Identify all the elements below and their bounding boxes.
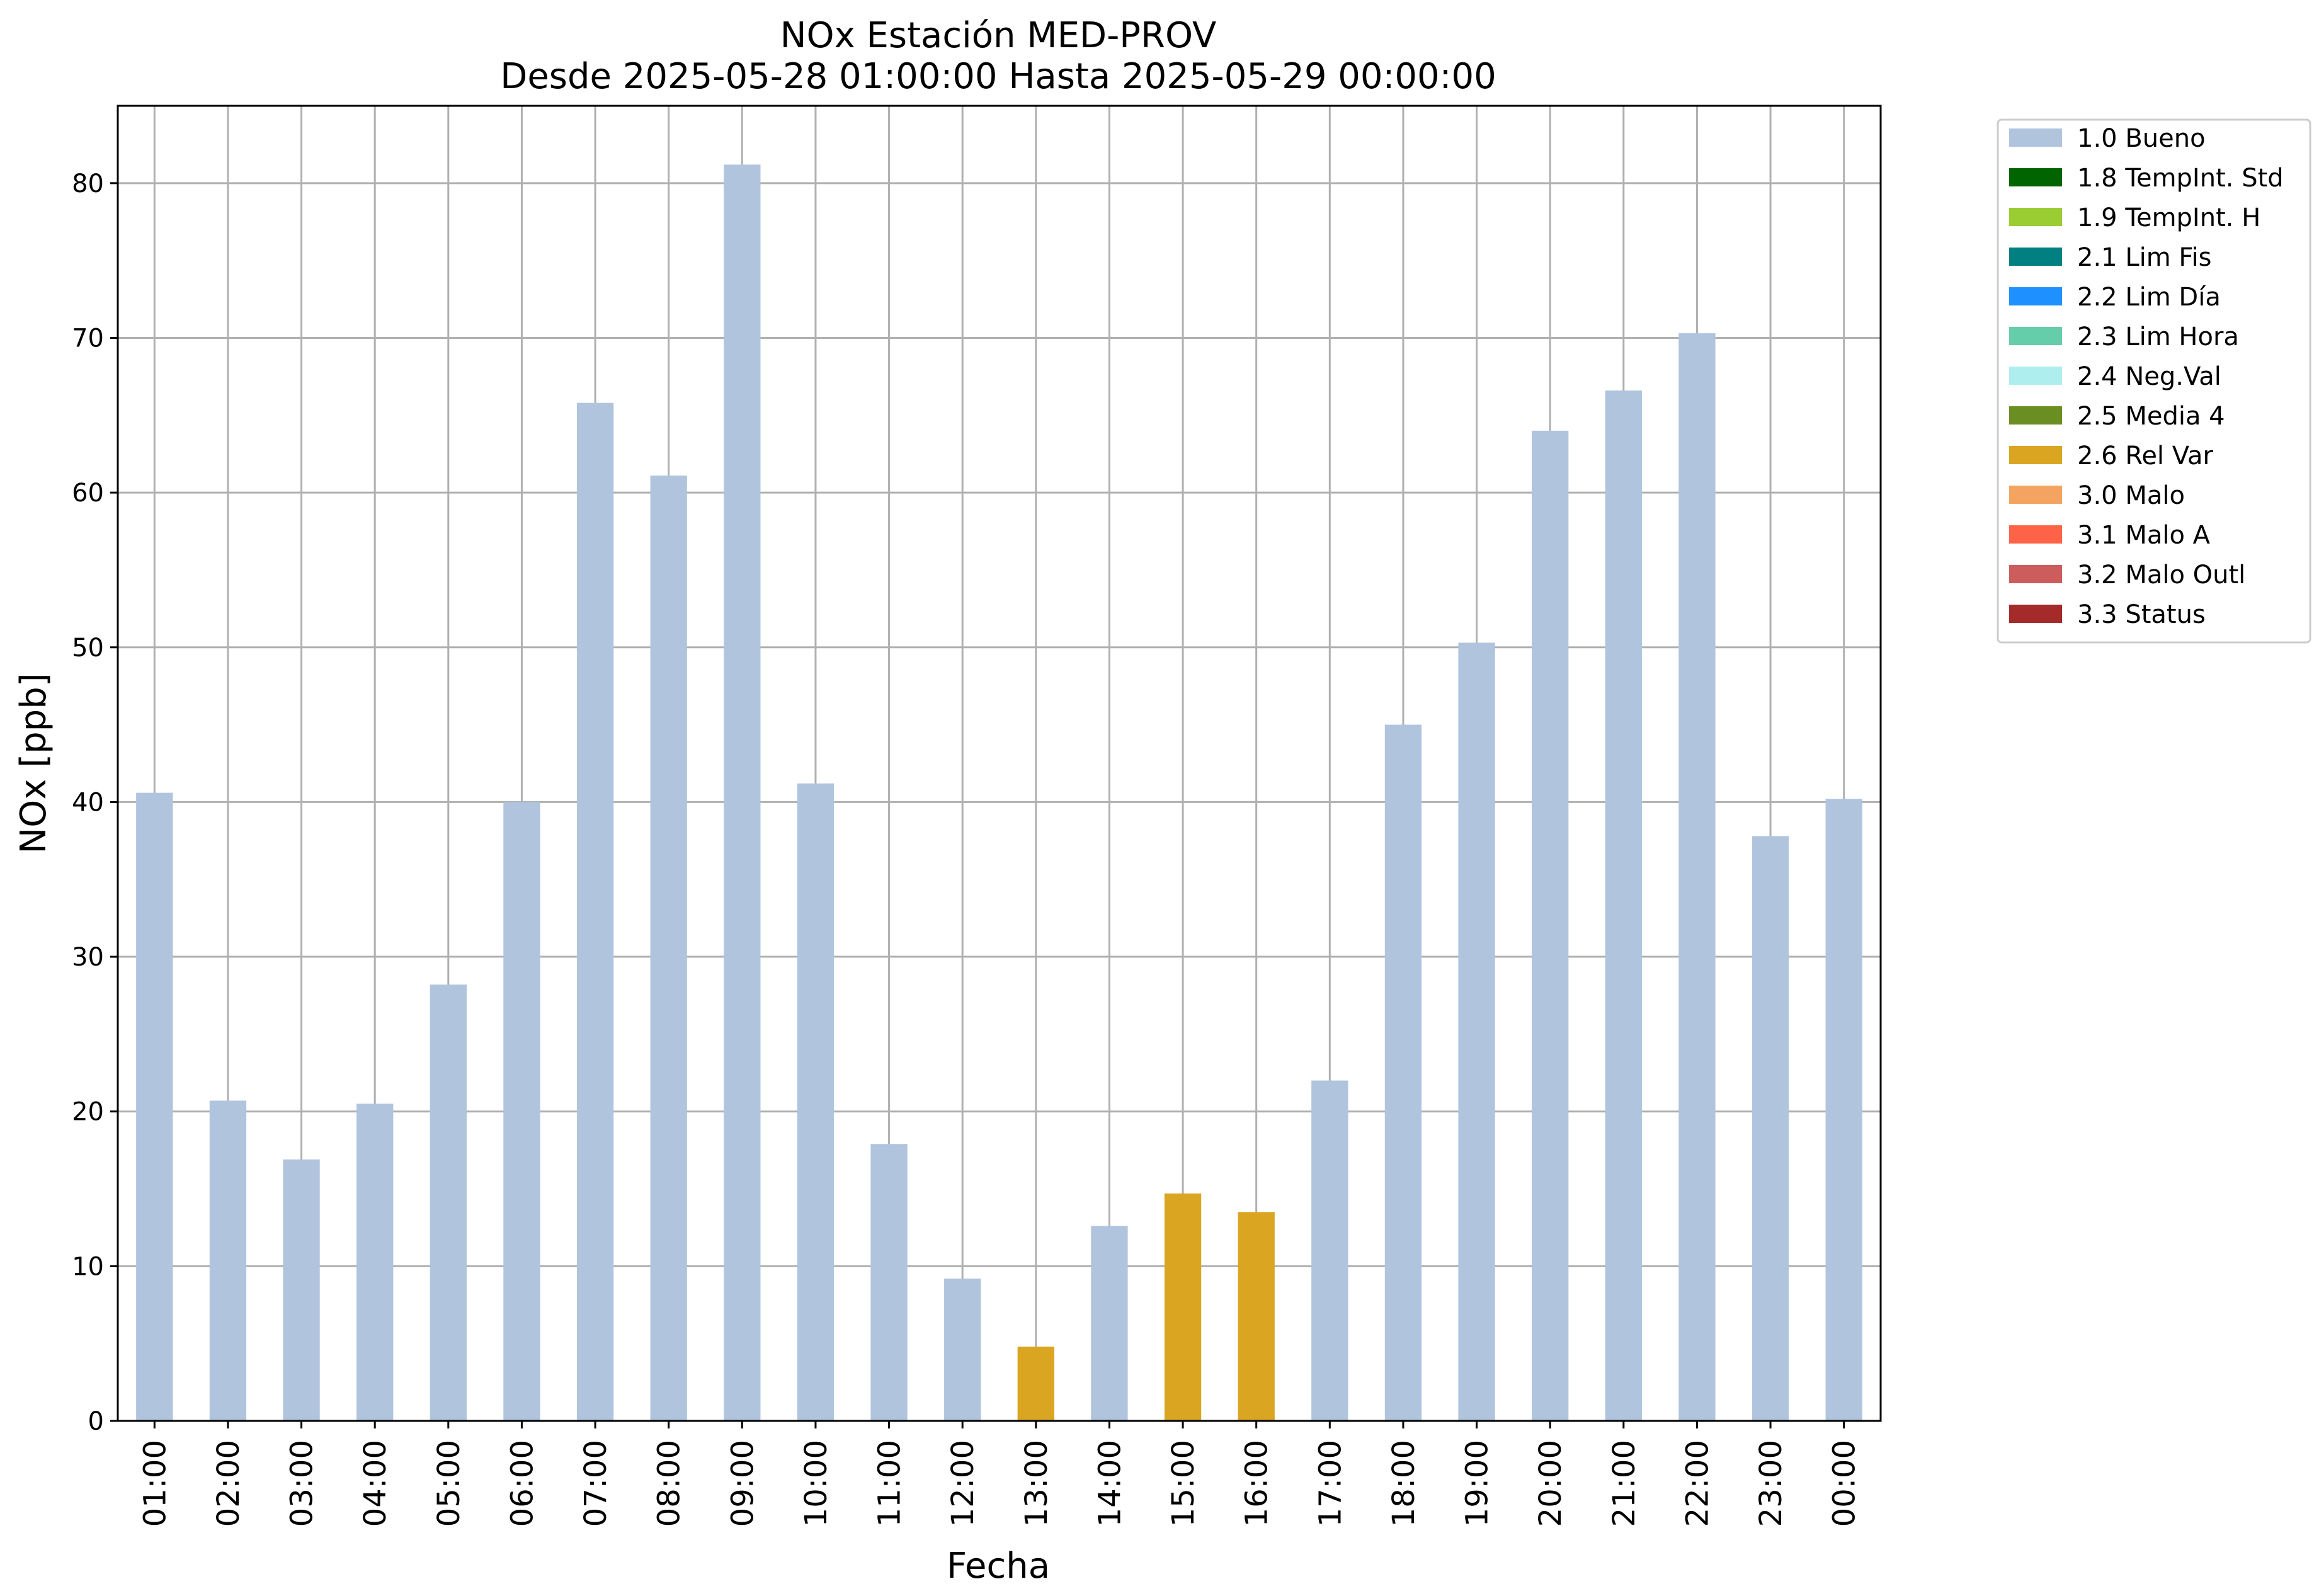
- legend-swatch: [2009, 367, 2062, 385]
- x-tick-label: 10:00: [799, 1440, 834, 1527]
- legend-label: 1.0 Bueno: [2077, 124, 2206, 153]
- chart-title: NOx Estación MED-PROV: [780, 15, 1217, 56]
- bar-2100: [1605, 390, 1642, 1421]
- bar-1100: [870, 1144, 908, 1421]
- x-tick-label: 14:00: [1092, 1440, 1127, 1527]
- legend-swatch: [2009, 168, 2062, 186]
- x-tick-label: 08:00: [652, 1440, 687, 1527]
- y-tick-label: 20: [72, 1098, 104, 1127]
- legend-swatch: [2009, 128, 2062, 147]
- plot-frame: [117, 105, 1882, 1422]
- x-tick-label: 13:00: [1019, 1440, 1054, 1527]
- x-tick-label: 22:00: [1680, 1440, 1715, 1527]
- legend-label: 2.3 Lim Hora: [2077, 322, 2239, 351]
- x-tick-label: 15:00: [1166, 1440, 1201, 1527]
- bar-1500: [1164, 1193, 1202, 1421]
- y-tick-label: 70: [72, 324, 104, 353]
- bar-0900: [724, 164, 761, 1421]
- bar-1700: [1311, 1080, 1348, 1421]
- x-tick-label: 23:00: [1753, 1440, 1789, 1527]
- bar-2200: [1678, 333, 1716, 1421]
- bar-0200: [209, 1100, 247, 1421]
- bar-1600: [1238, 1212, 1275, 1421]
- x-tick-label: 18:00: [1386, 1440, 1422, 1527]
- y-tick-label: 0: [88, 1407, 104, 1436]
- legend-label: 2.5 Media 4: [2077, 402, 2225, 431]
- x-tick-label: 00:00: [1827, 1440, 1862, 1527]
- y-tick-label: 40: [72, 788, 104, 817]
- bar-1200: [944, 1279, 981, 1421]
- legend-swatch: [2009, 248, 2062, 266]
- x-tick-label: 09:00: [725, 1440, 760, 1527]
- x-tick-label: 07:00: [578, 1440, 613, 1527]
- bar-1900: [1458, 642, 1495, 1421]
- legend-swatch: [2009, 327, 2062, 345]
- chart-subtitle: Desde 2025-05-28 01:00:00 Hasta 2025-05-…: [500, 56, 1496, 97]
- x-tick-label: 04:00: [358, 1440, 393, 1527]
- bar-0400: [356, 1103, 394, 1421]
- legend-swatch: [2009, 446, 2062, 464]
- legend-label: 3.0 Malo: [2077, 481, 2185, 510]
- x-tick-label: 01:00: [137, 1440, 173, 1527]
- legend-label: 2.2 Lim Día: [2077, 283, 2221, 312]
- x-tick-label: 19:00: [1460, 1440, 1495, 1527]
- x-tick-label: 03:00: [285, 1440, 320, 1527]
- y-tick-label: 80: [72, 169, 104, 198]
- bar-0500: [430, 984, 467, 1421]
- x-tick-label: 17:00: [1313, 1440, 1348, 1527]
- y-tick-label: 50: [72, 634, 104, 663]
- x-tick-label: 20:00: [1533, 1440, 1568, 1527]
- legend-box: [1997, 118, 2311, 644]
- legend-label: 1.8 TempInt. Std: [2077, 164, 2284, 193]
- legend: 1.0 Bueno 1.8 TempInt. Std 1.9 TempInt. H 2…: [1997, 118, 2311, 644]
- x-axis-label: Fecha: [947, 1546, 1050, 1587]
- y-axis-ticks: 0 10 20 30 40 50 60 70 80: [72, 169, 118, 1436]
- legend-label: 2.1 Lim Fis: [2077, 243, 2211, 272]
- legend-label: 2.6 Rel Var: [2077, 442, 2214, 470]
- bar-2300: [1752, 836, 1789, 1421]
- y-tick-label: 10: [72, 1252, 104, 1281]
- x-tick-label: 16:00: [1239, 1440, 1275, 1527]
- x-tick-label: 12:00: [945, 1440, 981, 1527]
- legend-label: 3.3 Status: [2077, 600, 2206, 629]
- bar-0000: [1825, 799, 1862, 1421]
- legend-swatch: [2009, 486, 2062, 504]
- x-axis-ticks: 01:00 02:00 03:00 04:00 05:00 06:00 07:00 08:00…: [137, 1421, 1862, 1527]
- bar-1000: [797, 783, 835, 1421]
- x-tick-label: 21:00: [1607, 1440, 1642, 1527]
- legend-label: 2.4 Neg.Val: [2077, 362, 2221, 391]
- bars: [136, 164, 1862, 1422]
- x-tick-label: 05:00: [431, 1440, 467, 1527]
- legend-swatch: [2009, 525, 2062, 544]
- legend-swatch: [2009, 406, 2062, 425]
- x-tick-label: 06:00: [504, 1440, 540, 1527]
- y-tick-label: 30: [72, 943, 104, 972]
- bar-1300: [1017, 1347, 1054, 1421]
- legend-swatch: [2009, 208, 2062, 226]
- x-tick-label: 11:00: [872, 1440, 908, 1527]
- legend-swatch: [2009, 565, 2062, 583]
- x-tick-label: 02:00: [211, 1440, 246, 1527]
- bar-0100: [136, 792, 173, 1421]
- bar-1400: [1091, 1226, 1128, 1421]
- bar-0600: [503, 802, 540, 1421]
- bar-0300: [283, 1159, 320, 1421]
- y-tick-label: 60: [72, 479, 104, 508]
- legend-label: 1.9 TempInt. H: [2077, 203, 2260, 232]
- y-axis-label: NOx [ppb]: [13, 673, 54, 853]
- legend-label: 3.1 Malo A: [2077, 521, 2211, 550]
- bar-2000: [1532, 430, 1569, 1421]
- legend-swatch: [2009, 287, 2062, 305]
- legend-swatch: [2009, 605, 2062, 623]
- legend-label: 3.2 Malo Outl: [2077, 561, 2245, 590]
- bar-0800: [650, 476, 687, 1422]
- bar-1800: [1384, 724, 1422, 1421]
- bar-0700: [576, 402, 614, 1421]
